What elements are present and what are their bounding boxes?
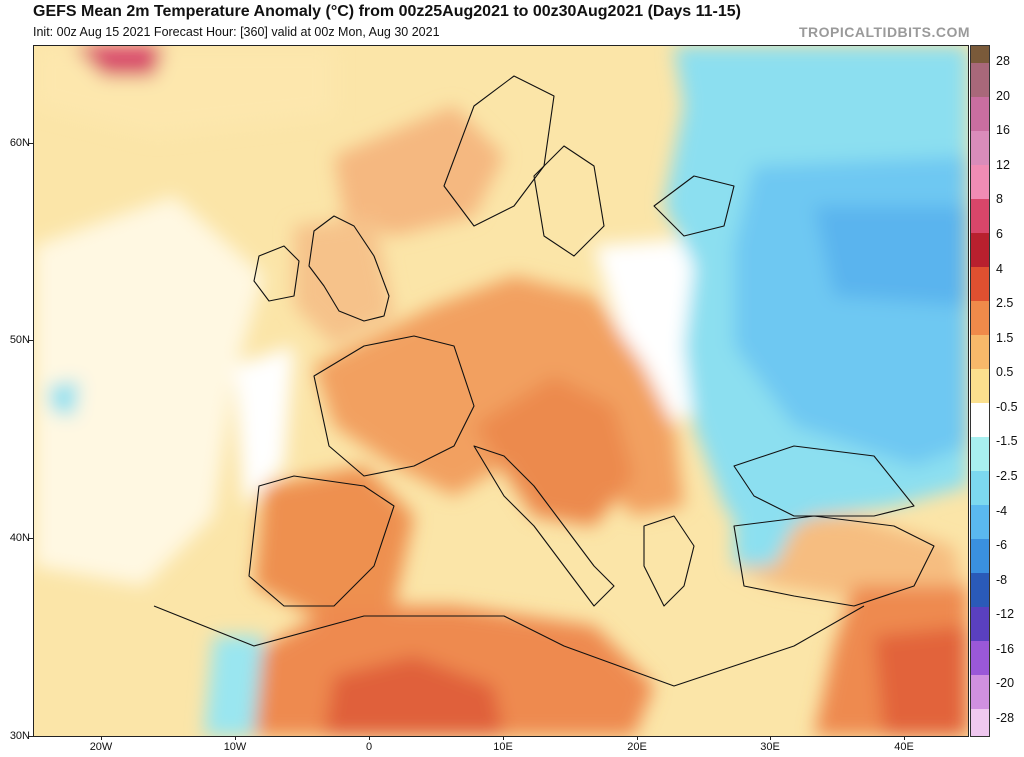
colorbar-label: -28 <box>996 711 1015 725</box>
colorbar-segment <box>971 403 989 437</box>
colorbar-segment <box>971 335 989 369</box>
colorbar-label: 16 <box>996 123 1010 137</box>
anomaly-map-canvas <box>34 46 968 736</box>
colorbar-label: -2.5 <box>996 469 1018 483</box>
colorbar-label: 4 <box>996 262 1003 276</box>
colorbar <box>970 45 990 737</box>
lat-label-40n: 40N <box>9 532 30 544</box>
lon-tick-30e <box>770 736 771 740</box>
colorbar-segment <box>971 199 989 233</box>
lat-tick-40n <box>28 538 33 539</box>
colorbar-segment <box>971 97 989 131</box>
colorbar-segment <box>971 607 989 641</box>
lat-label-30n: 30N <box>9 730 30 742</box>
anomaly-map <box>33 45 969 737</box>
colorbar-label: -0.5 <box>996 400 1018 414</box>
lon-label-30e: 30E <box>760 741 780 753</box>
colorbar-label: 12 <box>996 158 1010 172</box>
lon-tick-20e <box>637 736 638 740</box>
colorbar-label: -20 <box>996 676 1015 690</box>
colorbar-segment <box>971 641 989 675</box>
lat-label-60n: 60N <box>9 137 30 149</box>
colorbar-segment <box>971 233 989 267</box>
colorbar-segment <box>971 573 989 607</box>
colorbar-segment <box>971 709 989 736</box>
colorbar-label: 6 <box>996 227 1003 241</box>
lon-tick-0 <box>369 736 370 740</box>
colorbar-segment <box>971 301 989 335</box>
colorbar-segment <box>971 437 989 471</box>
lat-tick-50n <box>28 340 33 341</box>
lon-tick-40e <box>904 736 905 740</box>
lon-tick-10e <box>503 736 504 740</box>
lat-label-50n: 50N <box>9 334 30 346</box>
map-subtitle: Init: 00z Aug 15 2021 Forecast Hour: [36… <box>33 25 440 39</box>
lon-label-20e: 20E <box>627 741 647 753</box>
colorbar-segment <box>971 675 989 709</box>
lon-label-20w: 20W <box>89 741 113 753</box>
colorbar-segment <box>971 46 989 63</box>
colorbar-segment <box>971 539 989 573</box>
lon-label-40e: 40E <box>894 741 914 753</box>
colorbar-label: -8 <box>996 573 1008 587</box>
colorbar-label: -16 <box>996 642 1015 656</box>
colorbar-label: -4 <box>996 504 1008 518</box>
colorbar-label: -6 <box>996 538 1008 552</box>
colorbar-label: 1.5 <box>996 331 1014 345</box>
colorbar-label: 28 <box>996 54 1010 68</box>
colorbar-label: 8 <box>996 192 1003 206</box>
colorbar-segment <box>971 505 989 539</box>
lon-label-0: 0 <box>365 741 373 753</box>
colorbar-label: 2.5 <box>996 296 1014 310</box>
colorbar-label: -1.5 <box>996 434 1018 448</box>
colorbar-segment <box>971 63 989 97</box>
colorbar-label: -12 <box>996 607 1015 621</box>
lat-tick-60n <box>28 143 33 144</box>
lon-tick-20w <box>101 736 102 740</box>
lon-label-10w: 10W <box>223 741 247 753</box>
colorbar-segment <box>971 369 989 403</box>
colorbar-segment <box>971 165 989 199</box>
lat-tick-30n <box>28 736 33 737</box>
map-title: GEFS Mean 2m Temperature Anomaly (°C) fr… <box>33 3 741 20</box>
lon-label-10e: 10E <box>493 741 513 753</box>
lon-tick-10w <box>235 736 236 740</box>
colorbar-label: 0.5 <box>996 365 1014 379</box>
brand-watermark: TROPICALTIDBITS.COM <box>798 24 970 40</box>
colorbar-segment <box>971 267 989 301</box>
colorbar-segment <box>971 131 989 165</box>
colorbar-label: 20 <box>996 89 1010 103</box>
colorbar-segment <box>971 471 989 505</box>
